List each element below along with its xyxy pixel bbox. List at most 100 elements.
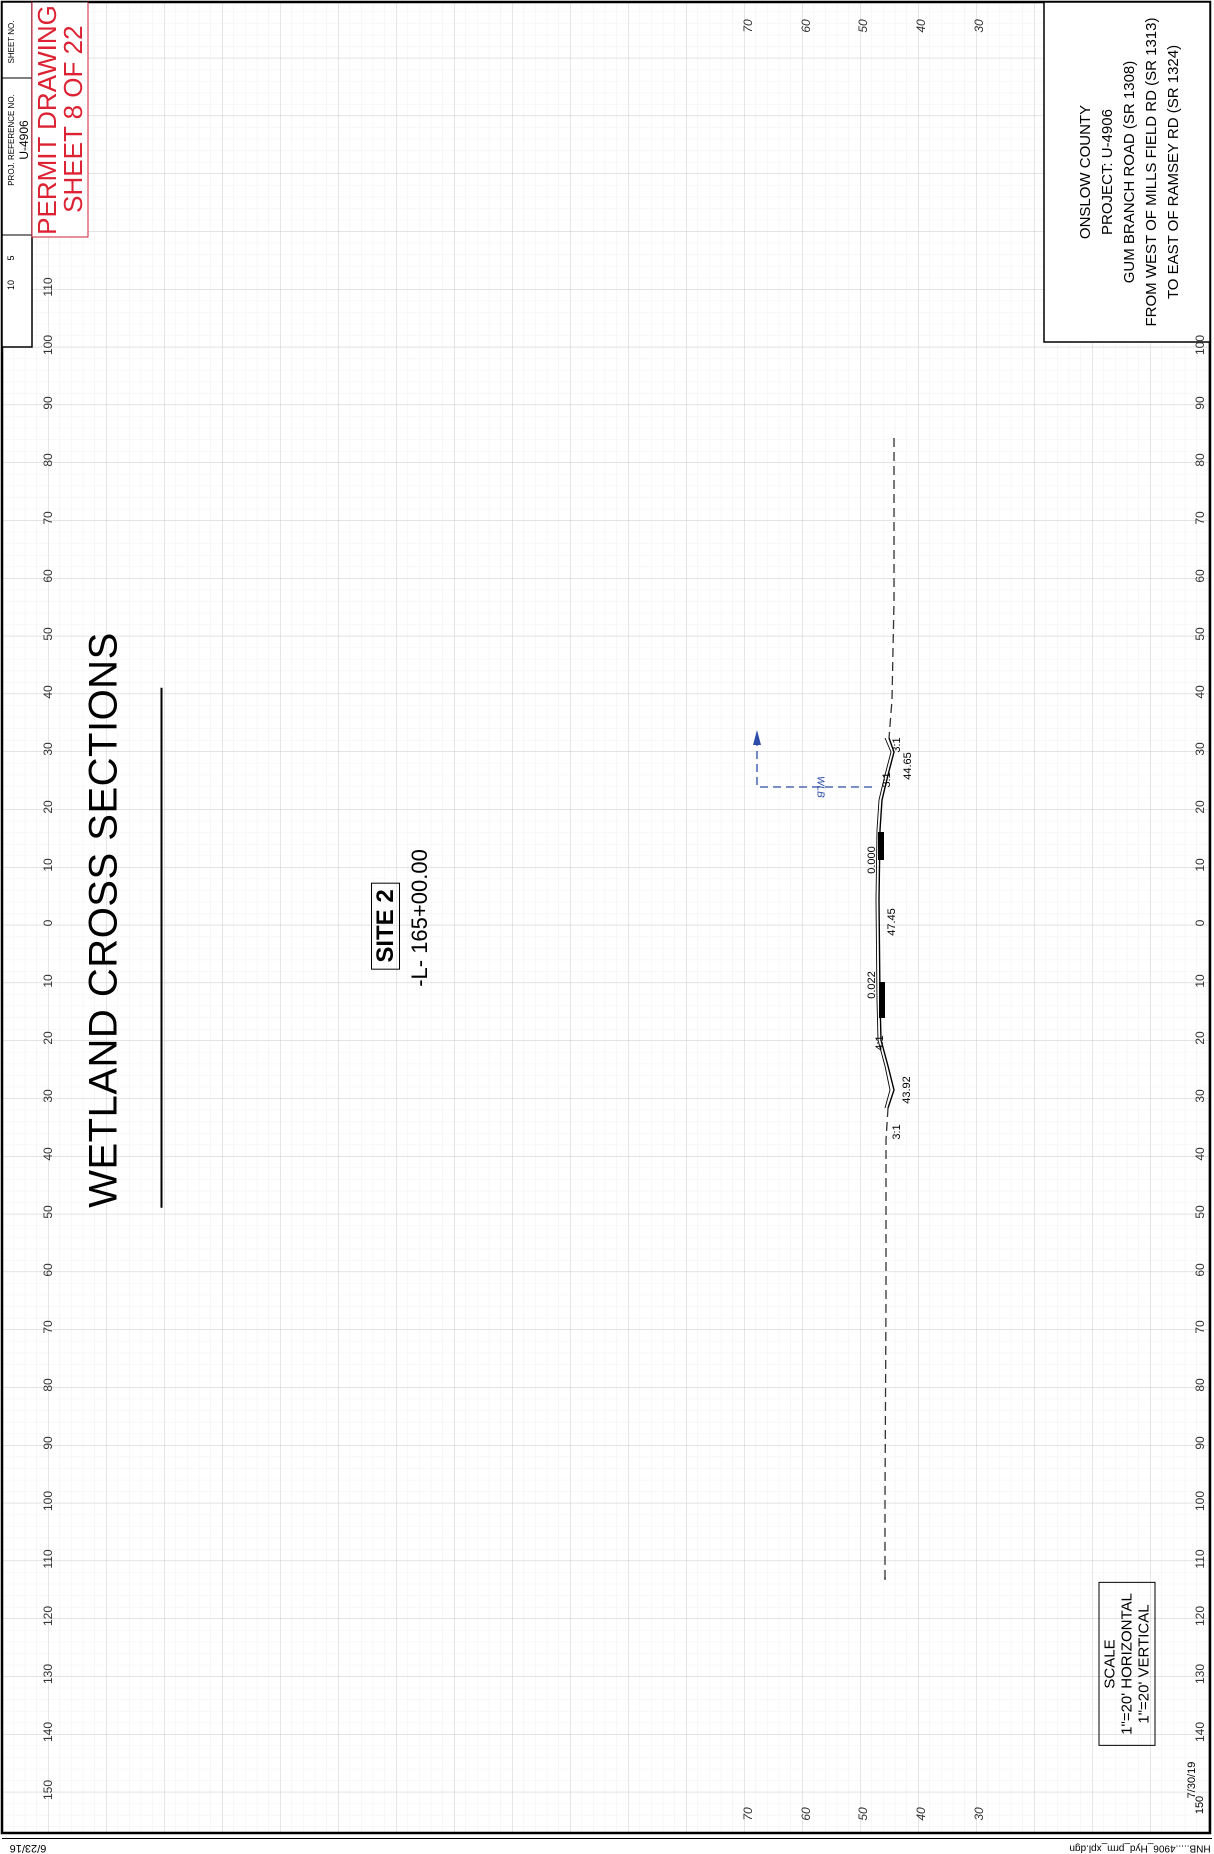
elevation-tick-label: 50	[856, 1807, 871, 1821]
offset-tick-label: 110	[1193, 1549, 1207, 1569]
scale-horizontal: 1"=20' HORIZONTAL	[1118, 1593, 1136, 1735]
cross-section-profile	[753, 438, 895, 1580]
offset-tick-label: 20	[1193, 1031, 1207, 1046]
sheet-title: WETLAND CROSS SECTIONS	[81, 632, 163, 1208]
offset-tick-label: 80	[1193, 1378, 1207, 1392]
offset-tick-label: 130	[1193, 1664, 1207, 1685]
offset-tick-label: 70	[1193, 511, 1207, 525]
scale-5-wrap: 5	[1, 255, 19, 260]
station-label: -L- 165+00.00	[407, 849, 432, 987]
filename: HNB.....4906_Hyd_prm_xpl.dgn	[1069, 1842, 1211, 1854]
anno-grade-lower: 0.022	[866, 971, 878, 999]
offset-tick-label: 10	[1193, 973, 1207, 988]
shoulder-block-upper	[878, 832, 884, 860]
scale-10: 10	[6, 279, 16, 291]
project-number: PROJECT: U-4906	[1099, 109, 1116, 235]
offset-tick-label: 0	[1193, 919, 1207, 927]
offset-tick-label: 120	[1193, 1606, 1207, 1627]
wlb-leader	[756, 733, 872, 788]
offset-tick-label: 30	[41, 1089, 55, 1103]
anno-slope-left-upper: 3:1	[881, 772, 893, 788]
wlb-arrowhead	[753, 730, 761, 745]
offset-tick-label: 90	[1193, 1436, 1207, 1450]
offset-tick-label: 80	[1193, 453, 1207, 468]
offset-tick-label: 0	[41, 919, 55, 927]
offset-tick-label: 100	[41, 1490, 55, 1511]
offset-tick-label: 60	[1193, 1262, 1207, 1277]
offset-tick-label: 10	[41, 973, 55, 988]
offset-tick-label: 60	[41, 1262, 55, 1277]
date-right: 7/30/19	[1186, 1761, 1198, 1799]
offset-tick-label: 60	[1193, 569, 1207, 583]
station-label-wrap: -L- 165+00.00	[407, 849, 433, 987]
proposed-subgrade	[875, 737, 892, 1109]
offset-tick-label: 60	[41, 569, 55, 583]
permit-drawing: PERMIT DRAWING SHEET 8 OF 22	[32, 5, 88, 235]
offset-tick-label: 30	[1193, 742, 1207, 757]
offset-tick-label: 50	[41, 1205, 55, 1219]
scale-vertical: 1"=20' VERTICAL	[1135, 1604, 1153, 1724]
offset-tick-label: 50	[1193, 627, 1207, 641]
project-from: FROM WEST OF MILLS FIELD RD (SR 1313)	[1143, 17, 1160, 327]
anno-grade-upper: 0.000	[866, 846, 878, 874]
offset-tick-label: 10	[41, 858, 55, 872]
offset-tick-label: 20	[41, 800, 55, 814]
sheet-no-label: SHEET NO.	[7, 20, 16, 64]
elevation-tick-label: 40	[914, 1807, 929, 1821]
offset-tick-label: 90	[1193, 395, 1207, 410]
offset-tick-label: 100	[1193, 1490, 1207, 1511]
offset-tick-label: 140	[1193, 1721, 1207, 1743]
tick-150-right: 150	[1194, 1795, 1206, 1815]
offset-tick-label: 150	[41, 1779, 55, 1800]
offset-tick-label: 70	[41, 1320, 55, 1335]
offset-tick-label: 20	[1193, 800, 1207, 814]
title-block-frame	[1, 1, 33, 348]
permit-line-2: SHEET 8 OF 22	[58, 25, 88, 213]
offset-tick-label: 120	[41, 1606, 55, 1627]
proposed-grade	[878, 737, 895, 1109]
elevation-tick-label: 70	[741, 19, 755, 33]
offset-tick-label: 40	[41, 684, 55, 699]
offset-tick-label: 90	[41, 395, 55, 410]
offset-tick-label: 40	[41, 1147, 55, 1161]
date-left: 6/23/16	[9, 1842, 47, 1854]
anno-slope-left-lower: 4:1	[874, 1035, 886, 1051]
title-text: WETLAND CROSS SECTIONS	[81, 632, 126, 1208]
scale-box: SCALE 1"=20' HORIZONTAL 1"=20' VERTICAL	[1098, 1582, 1156, 1746]
elevation-tick-label: 50	[856, 19, 871, 33]
scale-10-wrap: 10	[1, 280, 19, 290]
proj-ref-value-wrap: U-4906	[15, 120, 33, 159]
anno-width-upper: 44.65	[902, 752, 914, 780]
offset-tick-label: 40	[1193, 684, 1207, 699]
elevation-tick-label: 70	[741, 1807, 755, 1821]
elevation-tick-label: 30	[971, 19, 986, 33]
offset-tick-label: 50	[1193, 1205, 1207, 1219]
offset-tick-label: 110	[41, 1549, 55, 1569]
grid-area	[3, 3, 1211, 1833]
shoulder-block-lower	[879, 982, 885, 1018]
elevation-tick-label: 40	[914, 19, 929, 33]
project-county: ONSLOW COUNTY	[1077, 104, 1094, 240]
offset-tick-label: 80	[41, 453, 55, 468]
proj-ref-value: U-4906	[17, 120, 31, 160]
anno-slope-right-upper: 3:1	[891, 737, 903, 753]
permit-frame	[31, 1, 89, 238]
anno-slope-right-lower: 3:1	[891, 1124, 903, 1140]
sheet-no-label-wrap: SHEET NO.	[1, 21, 19, 64]
scale-5: 5	[6, 255, 16, 261]
elevation-tick-label: 60	[798, 19, 813, 33]
permit-line-1: PERMIT DRAWING	[32, 5, 62, 235]
offset-tick-label: 30	[1193, 1089, 1207, 1103]
offset-tick-label: 90	[41, 1436, 55, 1450]
offset-tick-label: 80	[41, 1378, 55, 1392]
existing-ground-lower	[884, 1107, 889, 1580]
offset-tick-label: 100	[1193, 334, 1207, 355]
anno-centre-width: 47.45	[886, 908, 898, 936]
site-label-wrap: SITE 2	[371, 882, 400, 970]
project-block: ONSLOW COUNTY PROJECT: U-4906 GUM BRANCH…	[1075, 18, 1185, 327]
existing-ground-upper	[888, 438, 895, 739]
anno-wlb: WLB	[814, 776, 826, 798]
offset-tick-label: 100	[41, 334, 55, 355]
